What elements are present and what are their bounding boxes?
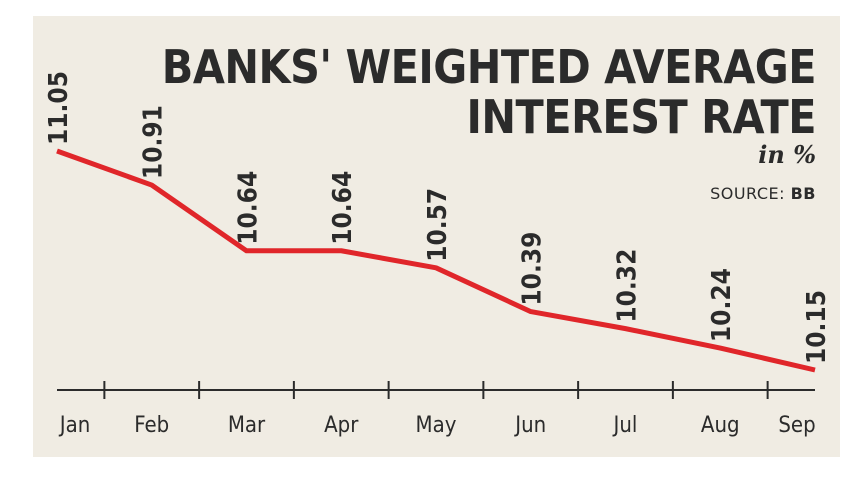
data-label: 11.05 <box>44 71 74 145</box>
x-tick-label: Jan <box>58 413 91 438</box>
chart-title-line-1: BANKS' WEIGHTED AVERAGE <box>161 40 817 94</box>
data-label: 10.39 <box>518 232 548 306</box>
x-tick-label: Aug <box>701 413 740 438</box>
data-label: 10.24 <box>707 268 737 342</box>
x-tick-label: Sep <box>778 413 815 438</box>
chart-title-line-2: INTEREST RATE <box>466 90 817 144</box>
data-label: 10.57 <box>423 188 453 262</box>
chart-panel <box>33 16 840 457</box>
x-tick-label: Apr <box>324 413 359 438</box>
source-note: SOURCE: BB <box>710 184 816 203</box>
x-tick-label: Mar <box>228 413 266 438</box>
x-tick-label: Jun <box>513 413 546 438</box>
x-tick-label: May <box>416 413 457 438</box>
data-label: 10.64 <box>234 171 264 245</box>
series-line <box>56 148 816 373</box>
x-tick-label: Jul <box>612 413 638 438</box>
source-label: SOURCE: <box>710 184 786 203</box>
unit-label: in % <box>758 140 816 169</box>
data-label: 10.91 <box>139 105 169 179</box>
x-tick-label: Feb <box>134 413 169 438</box>
data-label: 10.64 <box>328 171 358 245</box>
data-label: 10.15 <box>802 290 832 364</box>
source-value: BB <box>790 184 816 203</box>
data-label: 10.32 <box>613 249 643 323</box>
